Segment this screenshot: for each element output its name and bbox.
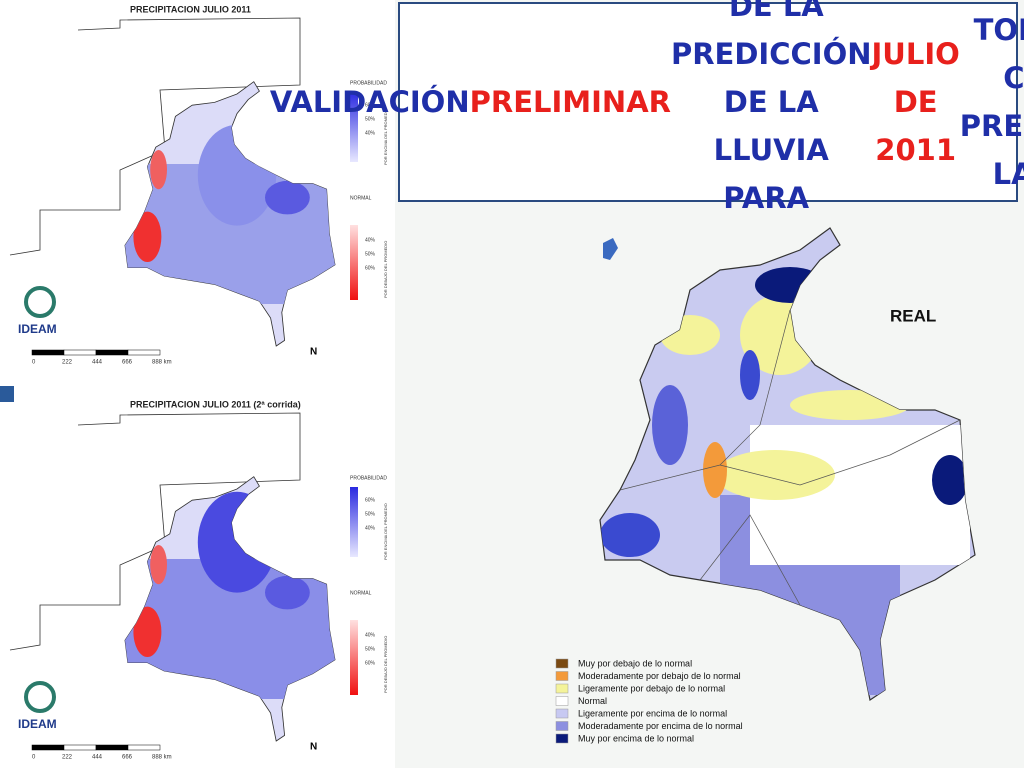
scale-bar [31, 744, 65, 751]
scale-bar [95, 744, 129, 751]
legend-swatch [555, 696, 569, 706]
legend-tick-label: 60% [365, 265, 376, 271]
logo-mark [24, 286, 56, 318]
legend-bar-above [350, 487, 358, 557]
area [133, 606, 162, 657]
scale-bar [63, 349, 97, 356]
forecast-map-panel: PRECIPITACION JULIO 2011 (2ª corrida) PRO… [9, 399, 388, 761]
legend-heading: PROBABILIDAD [350, 475, 387, 481]
legend-tick-label: 50% [365, 511, 376, 517]
legend-tick-label: 40% [365, 237, 376, 243]
legend-swatch [555, 683, 569, 694]
title-part: TOMANDO COMO PREDICTOR LA TSM [959, 13, 1024, 191]
scale-bar [31, 349, 65, 356]
scale-bar [127, 349, 161, 356]
scale-label: 222 [62, 755, 73, 761]
scale-label: 222 [62, 360, 73, 366]
legend-tick-label: 40% [365, 525, 376, 531]
scale-label: 888 km [152, 360, 172, 366]
legend-bar-below [350, 225, 358, 300]
legend-bar-below [350, 620, 358, 695]
north-arrow: N [310, 347, 317, 358]
slide-title: VALIDACIÓN PRELIMINAR DE LA PREDICCIÓN D… [270, 0, 1024, 215]
forecast-map [124, 476, 336, 742]
forecast-map-panel: PRECIPITACION JULIO 2011 PROBABILIDAD NORM… [9, 4, 388, 366]
legend-caption: POR DEBAJO DEL PROMEDIO [383, 241, 388, 298]
legend-tick-label: 40% [365, 632, 376, 638]
legend-label: Moderadamente por debajo de lo normal [578, 671, 741, 681]
logo: IDEAM [18, 322, 57, 336]
scale-label: 444 [92, 360, 103, 366]
bullet [0, 386, 14, 402]
legend-label: Normal [578, 696, 607, 706]
scale-label: 0 [32, 755, 36, 761]
scale-label: 666 [122, 360, 133, 366]
scale-label: 0 [32, 360, 36, 366]
legend-tick-label: 60% [365, 660, 376, 666]
title-part: DE LA PREDICCIÓN DE LA LLUVIA PARA [670, 0, 882, 215]
legend-swatch [555, 708, 569, 719]
legend-swatch [555, 721, 569, 731]
area [150, 545, 167, 585]
legend-label: Moderadamente por encima de lo normal [578, 721, 743, 731]
legend-tick-label: 50% [365, 646, 376, 652]
island [603, 238, 618, 260]
scale-label: 666 [122, 755, 133, 761]
sea-boundary [9, 412, 301, 651]
probability-areas [125, 491, 336, 699]
sea-boundary [9, 17, 301, 256]
scale-bar [63, 744, 97, 751]
legend-heading: NORMAL [350, 590, 372, 596]
legend-swatch [555, 671, 569, 681]
area [150, 150, 167, 190]
logo-mark [24, 681, 56, 713]
scale-label: 888 km [152, 755, 172, 761]
scale-label: 444 [92, 755, 103, 761]
map-title: PRECIPITACION JULIO 2011 (2ª corrida) [130, 399, 301, 409]
legend-caption: POR ENCIMA DEL PROMEDIO [383, 108, 388, 165]
legend-caption: POR ENCIMA DEL PROMEDIO [383, 503, 388, 560]
title-part: JULIO DE 2011 [871, 37, 970, 167]
area [133, 211, 162, 262]
legend-tick-label: 40% [365, 130, 376, 136]
area [265, 575, 310, 610]
probability-areas [125, 124, 336, 304]
map-title: PRECIPITACION JULIO 2011 [130, 4, 251, 14]
scale-bar [127, 744, 161, 751]
scale-bar [95, 349, 129, 356]
legend-bar-above [350, 92, 358, 162]
real-legend: Muy por debajo de lo normal Moderadamente… [555, 658, 743, 744]
logo: IDEAM [18, 717, 57, 731]
legend-tick-label: 60% [365, 497, 376, 503]
legend-tick-label: 60% [365, 102, 376, 108]
legend-tick-label: 50% [365, 116, 376, 122]
legend-swatch [555, 733, 569, 744]
legend-label: Muy por encima de lo normal [578, 733, 694, 743]
area [197, 124, 277, 226]
area [265, 180, 310, 215]
area [197, 491, 277, 593]
north-arrow: N [310, 742, 317, 753]
legend-caption: POR DEBAJO DEL PROMEDIO [383, 636, 388, 693]
legend-tick-label: 50% [365, 251, 376, 257]
title-part: VALIDACIÓN [269, 85, 480, 119]
legend-label: Muy por debajo de lo normal [578, 658, 692, 668]
legend-heading: PROBABILIDAD [350, 80, 387, 86]
title-part: PRELIMINAR [469, 85, 671, 119]
legend-label: Ligeramente por debajo de lo normal [578, 683, 725, 693]
legend-swatch [555, 658, 569, 669]
legend-label: Ligeramente por encima de lo normal [578, 708, 727, 718]
real-label: REAL [890, 306, 936, 325]
legend-heading: NORMAL [350, 195, 372, 201]
